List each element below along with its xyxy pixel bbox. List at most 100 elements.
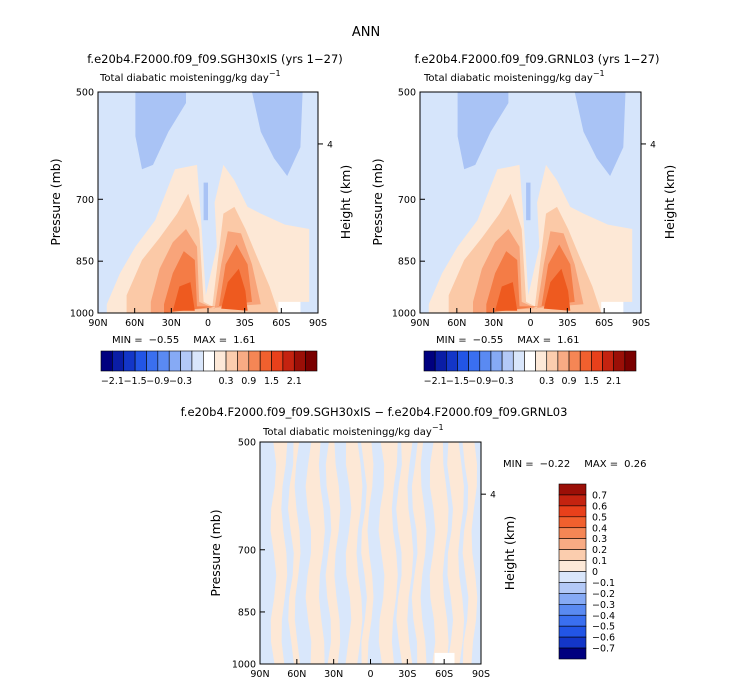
panel3-colorbar-swatch-7 [558,560,587,572]
panel3-xtick-label-3: 0 [367,669,373,680]
panel3-colorbar-label-6: 0.1 [592,556,607,567]
panel2-colorbar-label-4: 0.3 [539,376,554,387]
panel2-colorbar-label-1: −1.5 [446,376,469,387]
panel1-axes: 90N 60N 30N 0 30S 60S 90S 500 700 850 1000 4 [70,88,333,330]
panel3-xtick-label-5: 60S [435,669,453,680]
panel3-positive-band-6 [378,442,398,664]
panel1-colorbar-swatch-8 [191,350,204,372]
panel3-axes: 90N 60N 30N 0 30S 60S 90S 500 700 850 1000 4 [232,438,496,681]
panel3-colorbar-label-9: −0.2 [592,589,615,600]
panel1-colorbar-swatch-1 [112,350,125,372]
panel3-colorbar-label-4: 0.3 [592,534,607,545]
panel2-colorbar-swatch-11 [546,350,559,372]
panel1-ytick-label-0: 500 [76,88,94,99]
panel1-colorbar-swatch-14 [259,350,272,372]
panel1-colorbar-swatch-13 [248,350,261,372]
panel1-right-tick-label: 4 [327,140,333,150]
panel1-colorbar-swatch-7 [180,350,193,372]
panel1-colorbar-label-5: 0.9 [241,376,256,387]
panel1-blue-column-nh [135,92,186,170]
panel3-right-tick-label: 4 [490,491,496,501]
panel2-colorbar-swatch-13 [568,350,581,372]
panel3-colorbar: 0.70.60.50.40.30.20.10−0.1−0.2−0.3−0.4−0… [558,483,615,660]
panel2-colorbar-label-2: −0.9 [468,376,491,387]
panel3-positive-band-2 [305,442,325,664]
panel1-colorbar-swatch-18 [305,350,318,372]
panel1-xtick-label-4: 30S [236,318,254,329]
panel2-right-tick-label: 4 [650,140,656,150]
panel3-positive-band-5 [361,442,374,664]
panel3-colorbar-label-11: −0.4 [592,611,615,622]
panel3-positive-band-8 [411,442,427,664]
panel1-ytick-label-2: 850 [76,257,94,268]
panel2-colorbar-swatch-18 [624,350,637,372]
panel3-positive-band-1 [288,442,301,664]
panel1-contour-field [98,92,318,313]
panel3-colorbar-label-10: −0.3 [592,600,615,611]
panel3-colorbar-swatch-12 [558,614,587,627]
panel2-colorbar-swatch-3 [457,350,469,372]
panel2-colorbar-swatch-4 [468,350,481,372]
panel1-colorbar-swatch-12 [237,350,250,372]
panel3-colorbar-swatch-13 [558,625,587,638]
panel3-ylabel-right: Height (km) [502,516,517,590]
panel2-colorbar-swatch-12 [557,350,570,372]
panel2-xtick-label-6: 90S [632,318,650,329]
panel3-positive-band-9 [429,442,449,664]
panel2-ytick-label-2: 850 [398,257,416,268]
panel2-blue-column-sh [574,92,626,176]
panel3-ytick-label-1: 700 [238,545,256,556]
panel1-ytick-label-3: 1000 [70,309,94,320]
panel1-colorbar-label-3: −0.3 [169,376,192,387]
panel2-colorbar-swatch-7 [501,350,514,372]
panel3-positive-band-3 [325,442,341,664]
panel1-xtick-label-3: 0 [205,318,211,329]
panel3-colorbar-swatch-6 [558,549,587,561]
panel3-colorbar-swatch-2 [558,505,587,518]
panel-sgh30: f.e20b4.F2000.f09_f09.SGH30xIS (yrs 1−27… [48,52,353,387]
panel2-ylabel-right: Height (km) [662,165,677,239]
panel1-colorbar-swatch-4 [146,350,159,372]
panel3-colorbar-label-7: 0 [592,567,598,578]
panel1-colorbar-swatch-9 [203,350,215,372]
panel3-colorbar-swatch-1 [558,494,587,507]
panel1-xtick-label-6: 90S [309,318,327,329]
panel3-colorbar-label-13: −0.6 [592,633,615,644]
panel1-colorbar-swatch-3 [134,350,147,372]
panel3-positive-band-11 [462,442,478,664]
panel1-colorbar-swatch-17 [293,350,306,372]
panel2-colorbar-label-0: −2.1 [424,376,447,387]
panel1-title: f.e20b4.F2000.f09_f09.SGH30xIS (yrs 1−27… [87,52,343,66]
panel3-colorbar-label-3: 0.4 [592,523,607,534]
panel2-blue-streak-eq [526,182,531,221]
panel1-xtick-label-0: 90N [88,318,107,329]
panel1-warm-core-sh [221,268,248,311]
panel1-colorbar-swatch-5 [157,350,170,372]
panel2-subtitle: Total diabatic moisteningg/kg day−1 [423,69,605,84]
panel2-colorbar-label-3: −0.3 [491,376,514,387]
panel2-warm-core-sh [543,268,571,311]
panel2-title: f.e20b4.F2000.f09_f09.GRNL03 (yrs 1−27) [414,52,659,66]
panel3-colorbar-swatch-4 [558,527,587,539]
panel3-xtick-label-0: 90N [250,669,269,680]
panel2-colorbar-swatch-14 [579,350,592,372]
panel3-xtick-label-4: 30S [398,669,416,680]
panel3-subtitle: Total diabatic moisteningg/kg day−1 [262,423,444,438]
panel3-positive-band-10 [447,442,465,664]
panel3-minmax: MIN = −0.22 MAX = 0.26 [503,459,646,470]
panel2-contour-field [420,92,641,313]
panel3-colorbar-swatch-10 [558,593,587,605]
panel2-colorbar-swatch-2 [446,350,458,372]
panel2-xtick-label-3: 0 [527,318,533,329]
panel2-colorbar: −2.1 −1.5 −0.9 −0.3 0.3 0.9 1.5 2.1 [423,350,637,387]
panel2-colorbar-swatch-9 [524,350,536,372]
panel2-colorbar-swatch-5 [479,350,492,372]
panel3-xtick-label-6: 90S [472,669,490,680]
panel3-positive-band-4 [345,442,363,664]
panel2-blue-column-nh [457,92,509,170]
panel2-xtick-label-0: 90N [410,318,429,329]
panel2-colorbar-swatch-0 [423,350,436,372]
panel2-xtick-label-5: 60S [595,318,613,329]
panel1-ytick-label-1: 700 [76,195,94,206]
panel3-ytick-label-2: 850 [238,607,256,618]
